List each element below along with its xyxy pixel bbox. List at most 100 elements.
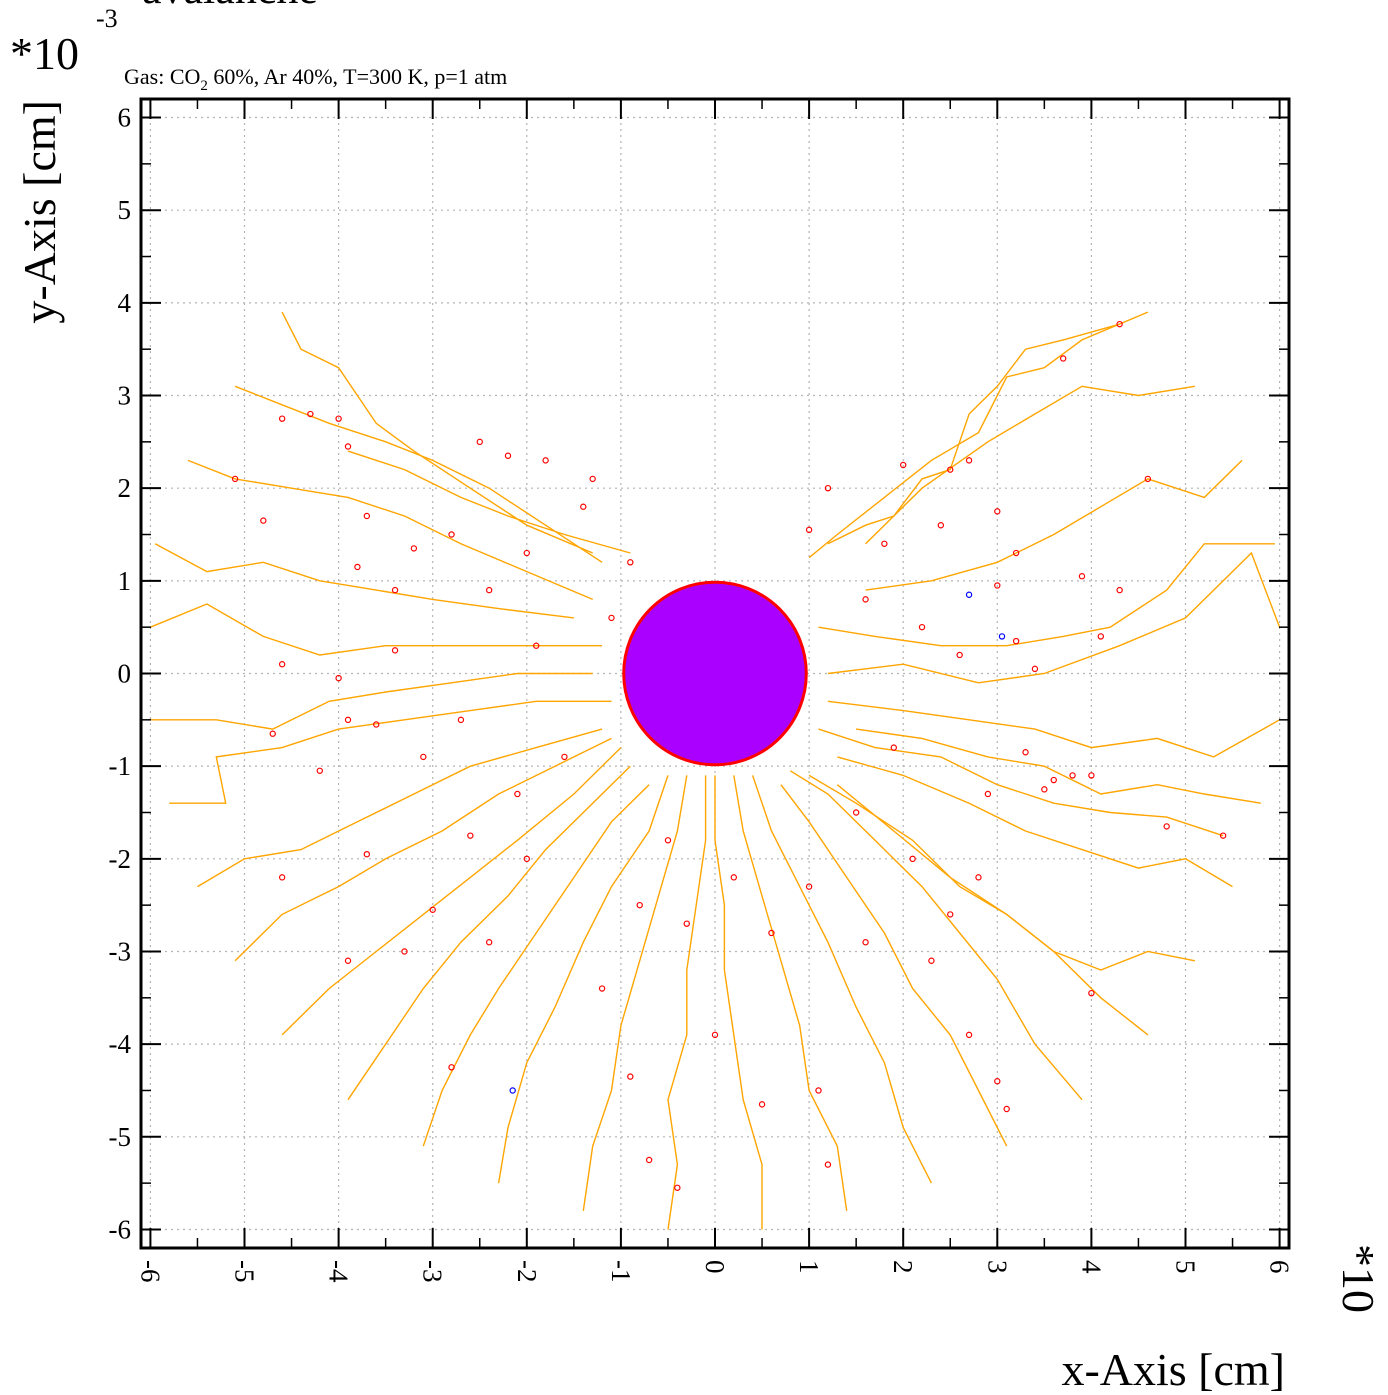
electron-endpoint-25	[278, 661, 286, 668]
drift-line-23	[234, 737, 612, 962]
drift-line-3	[865, 459, 1243, 591]
electron-endpoint-37	[476, 438, 483, 446]
electron-endpoint-52	[1050, 776, 1057, 784]
subtitle-suffix: 60%, Ar 40%, T=300 K, p=1 atm	[208, 64, 507, 89]
electron-endpoint-4	[1116, 586, 1123, 594]
electron-endpoint-89	[1078, 573, 1086, 580]
electron-endpoint-50	[1088, 772, 1095, 779]
electron-endpoint-17	[674, 1184, 681, 1191]
electron-endpoint-63	[344, 716, 352, 724]
electron-endpoint-58	[485, 939, 493, 946]
drift-line-12	[789, 770, 1083, 1101]
electron-endpoint-30	[307, 410, 314, 418]
electron-endpoint-32	[344, 443, 352, 450]
electron-endpoint-8	[1219, 832, 1227, 839]
drift-line-4	[818, 543, 1275, 647]
x-tick-label-8: 2	[888, 1260, 918, 1274]
electron-endpoint-44	[899, 461, 907, 469]
electron-endpoint-27	[231, 475, 239, 483]
drift-line-29	[187, 459, 593, 601]
electron-endpoint-78	[975, 874, 982, 881]
drift-line-7	[856, 728, 1261, 804]
wire-cross-section	[622, 580, 808, 767]
axis-ticks	[141, 99, 1289, 1248]
electron-endpoint-39	[542, 457, 549, 464]
electron-endpoint-87	[457, 716, 465, 724]
electron-endpoint-69	[918, 623, 926, 631]
electron-endpoint-86	[956, 651, 963, 659]
electron-endpoint-26	[335, 674, 342, 682]
drift-line-27	[150, 603, 603, 656]
y-tick-labels: -6 -5 -4 -3 -2 -1 0 1 2 3 4 5 6	[109, 103, 132, 1245]
electron-endpoint-22	[401, 948, 408, 955]
ion-endpoint-1	[998, 633, 1006, 640]
electron-endpoint-3	[1144, 475, 1152, 483]
electron-endpoint-0	[1116, 320, 1123, 328]
drift-line-18	[582, 775, 688, 1212]
y-multiplier-base: *10	[10, 28, 79, 79]
electron-endpoint-82	[730, 874, 738, 881]
electron-endpoint-14	[815, 1087, 822, 1094]
electron-endpoint-31	[335, 415, 342, 422]
drift-line-5	[827, 551, 1281, 684]
drift-line-11	[808, 774, 1149, 1036]
electron-endpoint-10	[994, 1078, 1001, 1085]
electron-endpoint-92	[589, 475, 596, 483]
electron-endpoint-20	[448, 1064, 455, 1071]
drift-line-20	[422, 784, 650, 1147]
electron-endpoint-35	[391, 586, 399, 594]
subtitle-subscript: 2	[200, 78, 208, 94]
electron-endpoint-6	[1031, 665, 1039, 673]
electron-endpoint-16	[711, 1031, 719, 1039]
electron-endpoint-77	[1022, 749, 1029, 756]
electron-endpoint-51	[1041, 786, 1048, 793]
electron-endpoint-84	[805, 883, 813, 890]
y-tick-label-11: 5	[118, 195, 132, 225]
drift-line-14	[751, 775, 933, 1184]
x-multiplier-base: *10	[1333, 1244, 1384, 1313]
electron-endpoint-28	[260, 517, 267, 524]
electron-endpoint-64	[485, 586, 493, 594]
drift-line-15	[733, 775, 848, 1212]
electron-endpoint-41	[627, 559, 634, 566]
electron-endpoint-66	[608, 614, 615, 622]
electron-endpoint-61	[363, 850, 371, 858]
electron-endpoint-43	[824, 484, 832, 492]
electron-endpoint-59	[429, 906, 436, 913]
x-tick-label-0: -6	[135, 1260, 165, 1283]
x-tick-label-5: -1	[606, 1260, 636, 1283]
electron-endpoint-56	[598, 985, 606, 992]
drift-line-9	[837, 756, 1233, 888]
subtitle-prefix: Gas: CO	[124, 64, 200, 89]
x-tick-label-6: 0	[700, 1260, 730, 1274]
electron-endpoint-21	[344, 957, 352, 964]
x-axis-title: x-Axis [cm]	[1061, 1344, 1285, 1395]
electron-endpoint-38	[504, 452, 512, 459]
drift-line-24	[197, 728, 603, 888]
y-tick-label-6: 0	[118, 659, 132, 689]
electron-endpoint-46	[1012, 549, 1020, 557]
drift-line-26	[150, 672, 593, 730]
electron-endpoint-90	[373, 721, 380, 728]
y-tick-label-5: -1	[109, 751, 132, 781]
electron-endpoint-9	[1088, 989, 1095, 997]
drift-line-16	[714, 775, 763, 1230]
drift-line-31	[281, 311, 593, 554]
electron-endpoint-62	[316, 767, 323, 774]
drift-line-32	[347, 450, 631, 554]
x-tick-label-4: -2	[512, 1260, 542, 1283]
electron-endpoint-7	[1163, 823, 1170, 830]
x-tick-label-9: 3	[982, 1260, 1012, 1274]
electron-endpoint-71	[561, 753, 568, 761]
electron-endpoint-34	[354, 563, 361, 571]
electron-endpoint-23	[278, 874, 286, 881]
electron-endpoint-85	[909, 855, 916, 863]
y-tick-label-3: -3	[109, 936, 132, 966]
drift-line-22	[281, 747, 622, 1036]
electron-endpoint-42	[805, 526, 813, 534]
drift-line-19	[497, 775, 669, 1184]
y-tick-label-12: 6	[118, 103, 132, 133]
x-tick-label-7: 1	[794, 1260, 824, 1274]
x-tick-labels: -6 -5 -4 -3 -2 -1 0 1 2 3 4 5 6	[135, 1260, 1294, 1283]
electron-endpoint-73	[448, 531, 455, 538]
